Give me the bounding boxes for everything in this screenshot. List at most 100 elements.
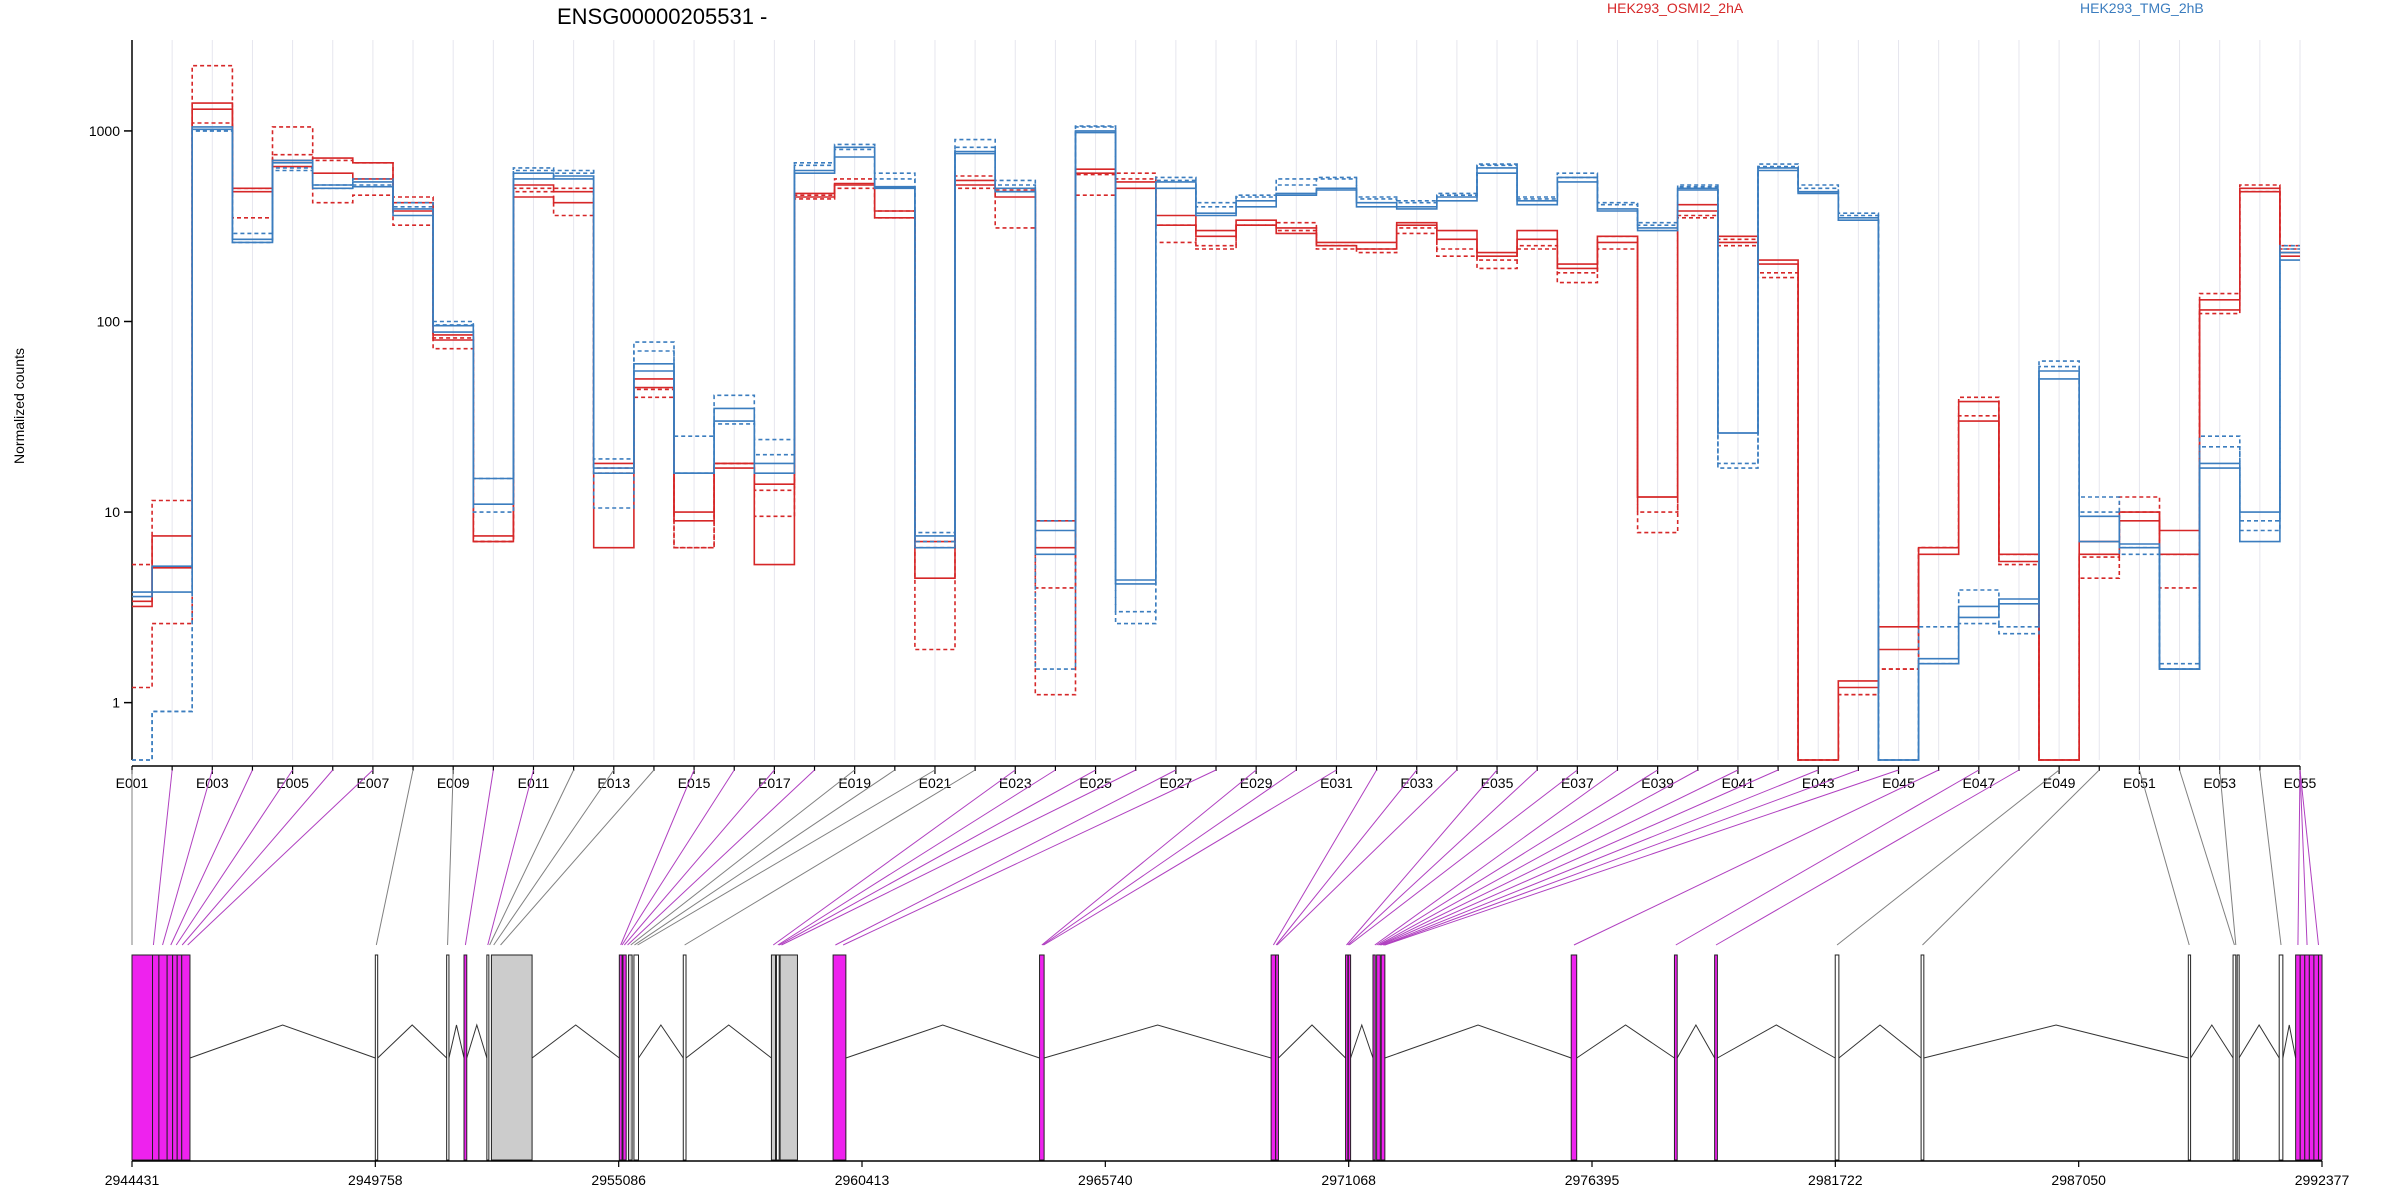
exon-connector bbox=[487, 769, 534, 946]
intron bbox=[685, 1024, 772, 1059]
exon-connector-lines bbox=[131, 769, 2319, 946]
intron bbox=[2190, 1024, 2234, 1059]
exon-connector bbox=[1715, 769, 2020, 946]
exon-block bbox=[1570, 954, 1578, 1161]
intron bbox=[1043, 1024, 1272, 1059]
exon-connector bbox=[1379, 769, 1739, 946]
exon-connector bbox=[2219, 769, 2237, 946]
legend-label-tmg: HEK293_TMG_2hB bbox=[2080, 0, 2204, 16]
genome-tick-label: 2992377 bbox=[2295, 1172, 2350, 1188]
exon-block bbox=[1345, 954, 1349, 1161]
series-line-osmi2-3 bbox=[132, 122, 2300, 761]
exon-block bbox=[1347, 954, 1352, 1161]
x-tick-label: E021 bbox=[919, 775, 952, 791]
exon-connector bbox=[621, 769, 735, 946]
exon-connector bbox=[835, 769, 1177, 946]
exon-block bbox=[1372, 954, 1376, 1161]
exon-connector bbox=[1384, 769, 1899, 946]
exon-block bbox=[618, 954, 623, 1161]
x-tick-label: E003 bbox=[196, 775, 229, 791]
exon-block bbox=[682, 954, 687, 1161]
exon-connector bbox=[781, 769, 1136, 946]
intron bbox=[1278, 1024, 1346, 1059]
exon-connector bbox=[627, 769, 815, 946]
exon-connector bbox=[684, 769, 976, 946]
exon-block bbox=[131, 954, 154, 1161]
exon-block bbox=[463, 954, 468, 1161]
exon-block bbox=[1270, 954, 1277, 1161]
genome-tick-label: 2944431 bbox=[105, 1172, 160, 1188]
exon-connector bbox=[447, 769, 454, 946]
exon-connector bbox=[464, 769, 494, 946]
exon-block bbox=[490, 954, 533, 1161]
exon-block bbox=[2278, 954, 2284, 1161]
x-tick-label: E053 bbox=[2203, 775, 2236, 791]
exon-connector bbox=[1272, 769, 1378, 946]
exon-connector bbox=[187, 769, 374, 946]
exon-block bbox=[181, 954, 191, 1161]
gene-model-track bbox=[131, 954, 2323, 1161]
intron bbox=[448, 1024, 465, 1059]
exon-connector bbox=[1382, 769, 1819, 946]
exon-connector bbox=[1348, 769, 1578, 946]
y-tick-label: 1000 bbox=[89, 123, 120, 139]
exon-connector bbox=[778, 769, 1096, 946]
exon-block bbox=[622, 954, 627, 1161]
intron bbox=[189, 1024, 376, 1059]
genome-tick-label: 2987050 bbox=[2051, 1172, 2106, 1188]
series-line-tmg-5 bbox=[132, 125, 2300, 761]
exon-connector bbox=[2299, 769, 2308, 946]
exon-connector bbox=[493, 769, 615, 946]
exon-block bbox=[1834, 954, 1840, 1161]
exon-connector bbox=[375, 769, 414, 946]
exon-block bbox=[2304, 954, 2310, 1161]
exon-block bbox=[1920, 954, 1925, 1161]
series-lines bbox=[132, 64, 2300, 761]
y-axis: 1 10 100 1000 bbox=[89, 40, 133, 760]
exon-connector bbox=[1041, 769, 1257, 946]
exon-block bbox=[2295, 954, 2301, 1161]
x-tick-label: E033 bbox=[1400, 775, 1433, 791]
exon-connector bbox=[630, 769, 855, 946]
exon-connector bbox=[1675, 769, 1980, 946]
x-tick-label: E029 bbox=[1240, 775, 1273, 791]
exon-connector bbox=[1374, 769, 1618, 946]
exon-connector bbox=[2179, 769, 2235, 946]
exon-connector bbox=[162, 769, 213, 946]
exon-block bbox=[176, 954, 183, 1161]
genome-tick-label: 2955086 bbox=[591, 1172, 646, 1188]
intron bbox=[1384, 1024, 1572, 1059]
exon-connector bbox=[634, 769, 896, 946]
genome-tick-label: 2949758 bbox=[348, 1172, 403, 1188]
exon-block bbox=[2232, 954, 2237, 1161]
exon-connector bbox=[2138, 769, 2190, 946]
genomic-coordinate-axis: 2944431 2949758 2955086 2960413 2965740 29710… bbox=[105, 1160, 2350, 1188]
x-tick-label: E013 bbox=[597, 775, 630, 791]
intron bbox=[2238, 1024, 2280, 1059]
exon-connector bbox=[1276, 769, 1458, 946]
exon-block bbox=[166, 954, 174, 1161]
exon-connector bbox=[777, 769, 1056, 946]
exon-block bbox=[627, 954, 633, 1161]
exon-block bbox=[2308, 954, 2315, 1161]
exon-connector bbox=[772, 769, 1016, 946]
exon-connector bbox=[1376, 769, 1658, 946]
genome-tick-label: 2976395 bbox=[1565, 1172, 1620, 1188]
vertical-gridlines bbox=[131, 40, 2301, 760]
exon-connector bbox=[2259, 769, 2282, 946]
exon-connector bbox=[637, 769, 936, 946]
intron bbox=[1838, 1024, 1922, 1059]
y-axis-label: Normalized counts bbox=[11, 348, 27, 464]
x-tick-label: E037 bbox=[1561, 775, 1594, 791]
exon-connector bbox=[1922, 769, 2100, 946]
genome-tick-label: 2971068 bbox=[1321, 1172, 1376, 1188]
exon-block bbox=[775, 954, 780, 1161]
exon-connector bbox=[500, 769, 655, 946]
x-tick-label: E011 bbox=[518, 775, 550, 791]
exon-block bbox=[446, 954, 450, 1161]
intron bbox=[638, 1024, 684, 1059]
x-tick-label: E049 bbox=[2043, 775, 2076, 791]
x-tick-label: E009 bbox=[437, 775, 470, 791]
intron bbox=[1576, 1024, 1675, 1059]
intron bbox=[1923, 1024, 2189, 1059]
